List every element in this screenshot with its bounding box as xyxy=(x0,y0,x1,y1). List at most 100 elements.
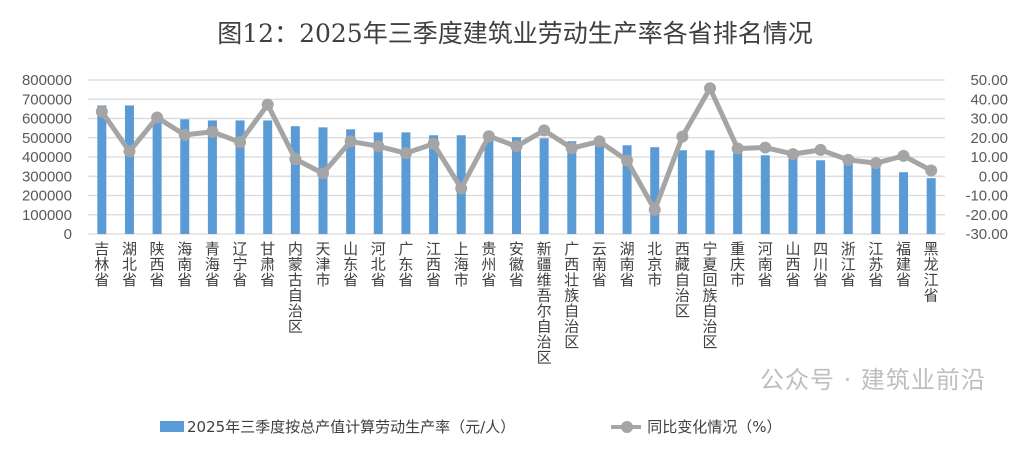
right-tick-label: 20.00 xyxy=(970,130,1008,147)
x-tick-label: 省 xyxy=(481,271,496,289)
x-tick-label: 津 xyxy=(315,256,330,274)
x-tick-label: 区 xyxy=(288,318,303,336)
x-tick-label: 省 xyxy=(94,271,109,289)
x-tick-label: 浙 xyxy=(841,240,856,258)
line-point xyxy=(427,137,440,150)
left-tick-label: 100000 xyxy=(22,207,72,224)
line-point xyxy=(731,142,744,155)
x-tick-label: 市 xyxy=(647,271,662,289)
x-tick-label: 区 xyxy=(564,333,579,351)
bar xyxy=(899,172,909,234)
x-tick-label: 蒙 xyxy=(288,256,303,274)
x-tick-label: 西 xyxy=(426,256,441,274)
x-tick-label: 安 xyxy=(509,240,524,258)
x-tick-label: 省 xyxy=(868,271,883,289)
x-tick-label: 广 xyxy=(564,240,579,258)
x-tick-label: 江 xyxy=(868,240,883,258)
bar xyxy=(290,126,300,234)
line-point xyxy=(759,141,772,154)
bar xyxy=(401,132,411,234)
x-tick-label: 省 xyxy=(343,271,358,289)
bar xyxy=(318,127,328,234)
x-tick-label: 壮 xyxy=(564,271,579,289)
x-tick-label: 南 xyxy=(592,256,607,274)
x-tick-label: 维 xyxy=(537,271,552,289)
bar xyxy=(124,105,134,234)
x-tick-label: 京 xyxy=(647,256,662,274)
x-tick-label: 区 xyxy=(703,333,718,351)
x-tick-label: 山 xyxy=(343,240,358,258)
right-tick-label: 0.00 xyxy=(979,168,1008,185)
x-tick-label: 自 xyxy=(564,302,579,320)
line-point xyxy=(455,182,468,195)
bar xyxy=(567,141,577,234)
x-tick-label: 省 xyxy=(150,271,165,289)
bar xyxy=(97,105,107,234)
x-tick-label: 江 xyxy=(426,240,441,258)
x-tick-label: 海 xyxy=(454,256,469,274)
x-tick-label: 自 xyxy=(537,318,552,336)
x-tick-label: 区 xyxy=(675,302,690,320)
line-point xyxy=(372,140,385,153)
line-point xyxy=(704,82,717,95)
x-tick-label: 北 xyxy=(647,240,662,258)
x-tick-label: 西 xyxy=(675,240,690,258)
x-tick-label: 省 xyxy=(758,271,773,289)
x-tick-label: 藏 xyxy=(675,256,690,274)
x-tick-label: 省 xyxy=(177,271,192,289)
bar xyxy=(207,120,217,234)
x-tick-label: 四 xyxy=(813,240,828,258)
bar xyxy=(235,120,245,234)
x-tick-label: 治 xyxy=(537,333,552,351)
line-point xyxy=(565,142,578,155)
left-tick-label: 300000 xyxy=(22,168,72,185)
x-tick-label: 内 xyxy=(288,240,303,258)
legend-bar-swatch xyxy=(160,421,184,432)
x-tick-label: 省 xyxy=(398,271,413,289)
x-tick-label: 省 xyxy=(509,271,524,289)
line-point xyxy=(676,130,689,143)
left-tick-label: 700000 xyxy=(22,91,72,108)
line-point xyxy=(842,153,855,166)
line-point xyxy=(206,125,219,138)
x-tick-label: 江 xyxy=(924,271,939,289)
bar xyxy=(843,163,853,234)
x-tick-label: 东 xyxy=(343,256,358,274)
x-tick-label: 古 xyxy=(288,271,303,289)
bar xyxy=(263,120,273,234)
x-tick-label: 州 xyxy=(481,256,496,274)
bar xyxy=(346,129,356,234)
x-tick-label: 市 xyxy=(315,271,330,289)
x-tick-label: 治 xyxy=(675,287,690,305)
x-tick-label: 省 xyxy=(924,287,939,305)
x-tick-label: 黑 xyxy=(924,240,939,258)
right-tick-label: 40.00 xyxy=(970,91,1008,108)
line-point xyxy=(344,135,357,148)
bar xyxy=(512,137,521,234)
x-tick-label: 天 xyxy=(315,240,330,258)
x-tick-label: 海 xyxy=(205,256,220,274)
line-point xyxy=(621,154,634,167)
line-point xyxy=(316,167,329,180)
x-tick-label: 省 xyxy=(896,271,911,289)
x-tick-label: 福 xyxy=(896,240,911,258)
watermark: 公众号 · 建筑业前沿 xyxy=(760,366,986,394)
line-point xyxy=(482,130,495,143)
x-tick-label: 治 xyxy=(288,302,303,320)
bar xyxy=(871,166,881,234)
x-tick-label: 庆 xyxy=(730,256,745,274)
x-tick-label: 山 xyxy=(785,240,800,258)
x-tick-label: 省 xyxy=(813,271,828,289)
bar xyxy=(760,155,770,234)
x-tick-label: 宁 xyxy=(233,256,248,274)
x-tick-label: 市 xyxy=(454,271,469,289)
line-point xyxy=(234,136,247,149)
x-tick-label: 省 xyxy=(233,271,248,289)
x-tick-label: 省 xyxy=(371,271,386,289)
x-tick-label: 西 xyxy=(150,256,165,274)
x-tick-label: 川 xyxy=(813,256,828,274)
bar xyxy=(152,115,162,234)
left-tick-label: 600000 xyxy=(22,111,72,128)
bar xyxy=(429,135,439,234)
